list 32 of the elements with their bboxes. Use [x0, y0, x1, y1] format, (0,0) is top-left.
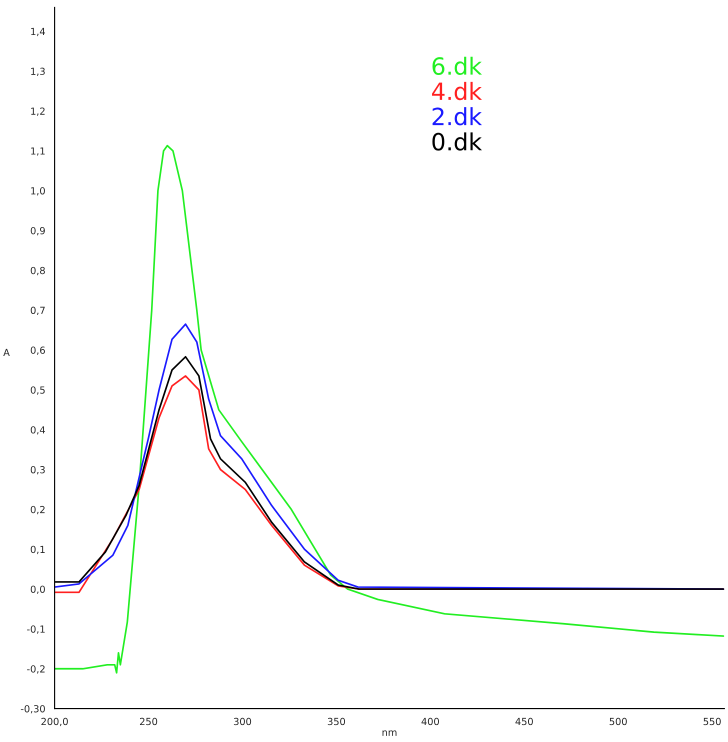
y-tick-label: 1,1: [31, 147, 45, 156]
x-axis-title: nm: [382, 730, 396, 736]
y-tick-label: 0,4: [30, 426, 46, 435]
x-tick-label: 300: [234, 718, 252, 726]
x-tick-label: 450: [515, 718, 533, 726]
y-tick-label: 0,3: [30, 466, 45, 474]
x-tick-label: 550: [704, 718, 721, 726]
y-tick-label: 1,0: [31, 187, 45, 196]
x-tick-label: 500: [610, 718, 627, 726]
x-tick-label: 350: [328, 718, 346, 726]
text: 6.dk: [432, 56, 482, 75]
y-tick-label: -0,1: [27, 625, 45, 634]
y-tick-label: 1,2: [31, 107, 45, 116]
y-tick-label: 0,2: [30, 506, 45, 514]
y-tick-label: 1,4: [31, 28, 46, 36]
x-tick-label: 200,0: [41, 718, 68, 726]
y-tick-label: 0,1: [30, 546, 45, 554]
y-tick-label: -0,2: [27, 665, 45, 674]
y-tick-label: 0,6: [30, 346, 45, 355]
y-tick-label: 0,5: [30, 386, 45, 395]
y-tick-label: 0,0: [30, 586, 45, 594]
y-tick-label: 1,3: [31, 68, 45, 76]
y-tick-label: 0,9: [30, 227, 45, 236]
x-tick-label: 400: [422, 718, 439, 726]
text: 4.dk: [432, 82, 482, 100]
y-tick-label: 0,8: [30, 266, 45, 276]
y-tick-label: 0,7: [30, 306, 45, 316]
text: 2.dk: [432, 107, 482, 126]
x-tick-label: 250: [140, 718, 158, 726]
y-axis-title: A: [3, 348, 10, 356]
y-tick-label: -0,30: [20, 705, 45, 714]
text: 0.dk: [432, 132, 482, 151]
